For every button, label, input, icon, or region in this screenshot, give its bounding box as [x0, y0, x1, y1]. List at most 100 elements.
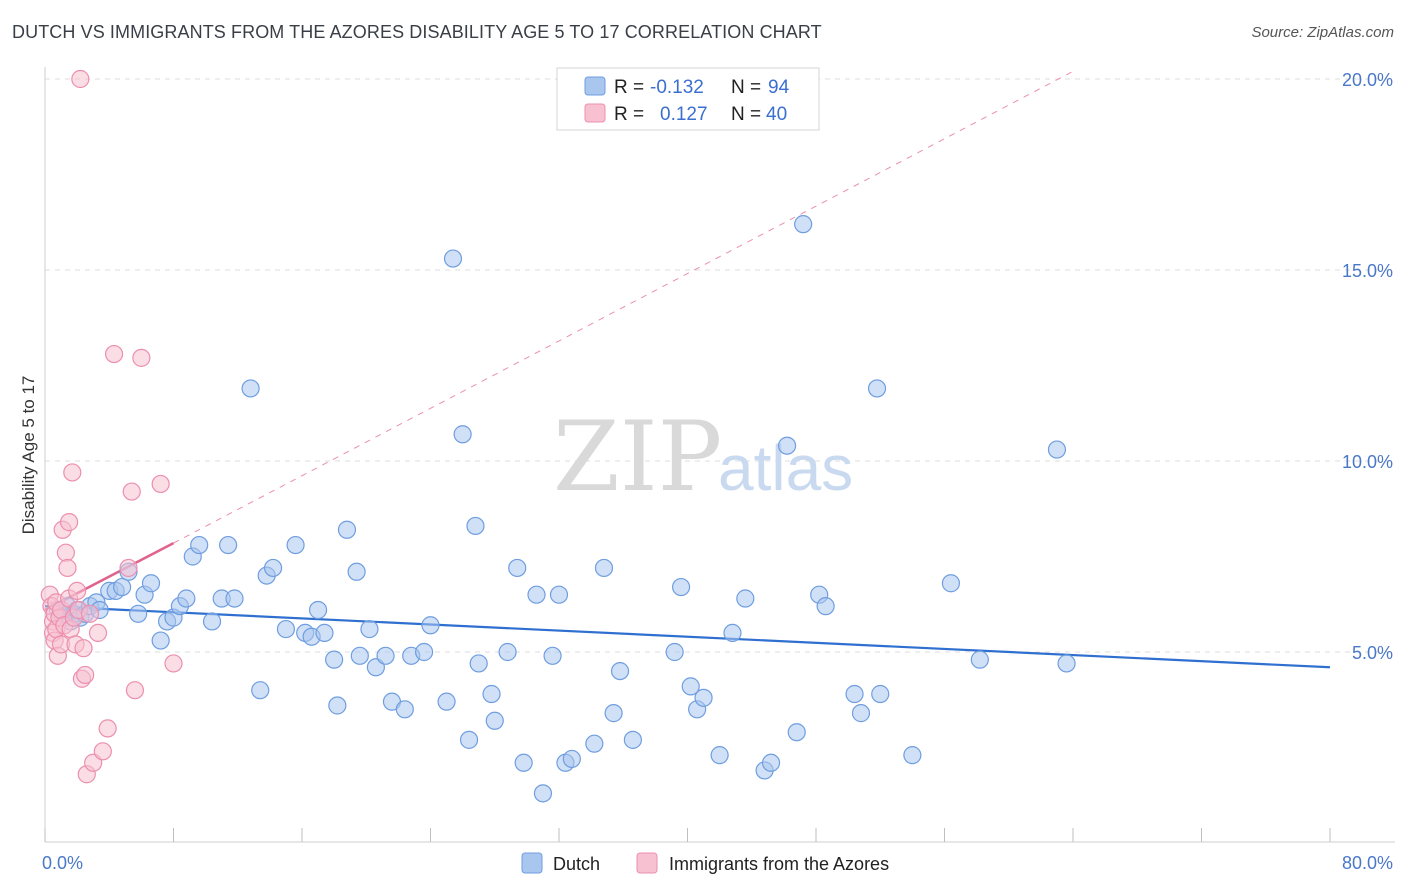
data-point-dutch [325, 650, 344, 669]
data-point-dutch [350, 646, 369, 665]
data-point-dutch [970, 650, 989, 669]
legend-n-value-dutch: 94 [768, 77, 790, 98]
data-point-dutch [421, 616, 440, 635]
bottom-legend-label-dutch: Dutch [553, 854, 600, 874]
data-point-azores [164, 654, 183, 673]
data-point-azores [59, 513, 79, 532]
data-point-azores [58, 558, 77, 578]
data-point-dutch [219, 535, 238, 555]
gridlines [45, 78, 1395, 653]
legend-r-value-dutch: -0.132 [650, 77, 704, 98]
data-point-azores [71, 69, 90, 89]
data-point-dutch [437, 692, 456, 711]
data-point-dutch [112, 577, 132, 597]
data-point-azores [125, 681, 145, 700]
data-point-dutch [816, 597, 835, 616]
data-point-azores [151, 474, 170, 494]
data-point-dutch [903, 746, 922, 765]
x-tick-label-max: 80.0% [1342, 853, 1393, 873]
data-point-dutch [671, 577, 691, 597]
legend-n-label-azores: N = [731, 104, 761, 125]
data-point-dutch [443, 249, 463, 268]
data-point-dutch [225, 589, 244, 608]
data-point-dutch [594, 558, 614, 578]
axes [44, 67, 1395, 843]
data-point-dutch [482, 684, 501, 704]
x-tick-labels: 0.0% 80.0% [42, 853, 1393, 873]
data-point-dutch [1047, 440, 1067, 459]
data-point-dutch [665, 642, 684, 662]
data-point-azores [93, 742, 112, 761]
data-point-dutch [177, 589, 196, 608]
data-point-dutch [710, 746, 729, 765]
data-point-dutch [453, 425, 472, 444]
bottom-legend-swatch-azores [636, 852, 658, 874]
legend-n-value-azores: 40 [766, 104, 787, 125]
data-point-dutch [414, 642, 434, 662]
data-point-azores [88, 623, 108, 643]
data-point-dutch [694, 688, 713, 707]
data-point-dutch [376, 646, 395, 665]
data-point-dutch [533, 784, 553, 803]
data-point-dutch [527, 585, 546, 604]
x-tick-label-min: 0.0% [42, 853, 83, 873]
data-point-azores [76, 665, 95, 685]
data-points [40, 69, 1076, 803]
data-point-dutch [202, 612, 222, 631]
data-point-azores [132, 348, 151, 367]
data-point-dutch [549, 585, 569, 604]
y-tick-label: 10.0% [1342, 452, 1393, 472]
data-point-dutch [469, 654, 488, 673]
data-point-dutch [867, 379, 887, 398]
data-point-azores [56, 543, 75, 562]
data-point-dutch [485, 711, 504, 730]
data-point-dutch [276, 619, 296, 639]
y-tick-label: 20.0% [1342, 70, 1393, 90]
legend-n-label-dutch: N = [731, 77, 761, 98]
data-point-dutch [337, 520, 357, 539]
watermark-zip: ZIP [553, 401, 722, 513]
data-point-dutch [395, 700, 414, 719]
data-point-dutch [543, 646, 562, 665]
bottom-legend: Dutch Immigrants from the Azores [521, 852, 889, 874]
data-point-azores [122, 482, 141, 501]
y-tick-labels: 5.0% 10.0% 15.0% 20.0% [1342, 70, 1393, 663]
data-point-dutch [623, 730, 642, 749]
data-point-azores [98, 719, 117, 738]
data-point-dutch [562, 749, 581, 769]
data-point-azores [104, 344, 124, 364]
trend-lines [44, 70, 1331, 669]
data-point-dutch [129, 604, 148, 623]
data-point-dutch [141, 574, 161, 593]
data-point-azores [119, 558, 138, 578]
data-point-azores [80, 604, 100, 623]
data-point-dutch [845, 684, 864, 704]
chart-title: DUTCH VS IMMIGRANTS FROM THE AZORES DISA… [12, 22, 822, 42]
legend-r-label-dutch: R = [614, 77, 644, 98]
data-point-dutch [286, 535, 305, 555]
legend-r-value-azores: 0.127 [660, 104, 708, 125]
legend-box: R = -0.132 N = 94 R = 0.127 N = 40 [556, 67, 820, 131]
data-point-dutch [761, 753, 781, 772]
data-point-dutch [851, 704, 871, 723]
y-tick-label: 15.0% [1342, 261, 1393, 281]
data-point-dutch [514, 753, 533, 772]
data-point-dutch [347, 562, 366, 581]
data-point-azores [74, 639, 93, 658]
trend-line-0 [44, 605, 1331, 669]
data-point-dutch [151, 631, 170, 650]
bottom-legend-label-azores: Immigrants from the Azores [669, 854, 889, 874]
data-point-azores [63, 463, 82, 482]
data-point-dutch [308, 600, 328, 620]
data-point-dutch [251, 681, 270, 700]
data-point-dutch [794, 215, 813, 234]
legend-swatch-dutch [584, 76, 606, 96]
data-point-dutch [466, 516, 485, 536]
data-point-dutch [459, 730, 479, 749]
data-point-dutch [585, 734, 604, 753]
bottom-legend-swatch-dutch [521, 852, 543, 874]
y-axis-label: Disability Age 5 to 17 [19, 376, 38, 535]
data-point-dutch [1057, 654, 1076, 673]
data-point-dutch [787, 723, 806, 742]
